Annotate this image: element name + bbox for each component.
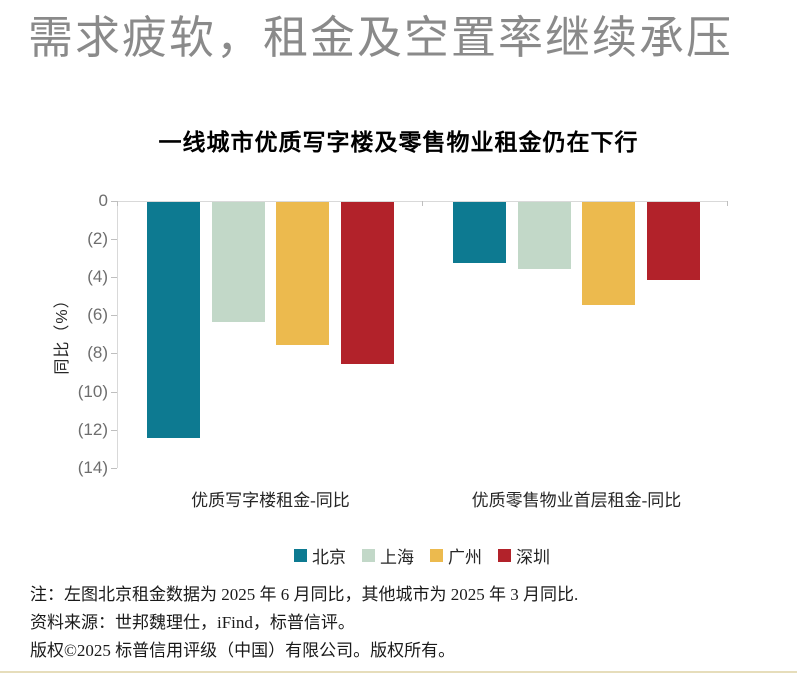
category-label-retail: 优质零售物业首层租金-同比 [471, 491, 682, 510]
bar-guangzhou-office [276, 202, 330, 345]
y-tick-mark [111, 467, 117, 469]
y-tick-label: (14) [77, 457, 108, 477]
y-tick-label: (10) [77, 381, 108, 401]
y-tick-mark [111, 201, 117, 202]
y-tick-label: (12) [77, 419, 108, 439]
x-axis-boundary-tick [727, 201, 728, 206]
chart-legend: 北京 上海 广州 深圳 [117, 543, 727, 568]
legend-swatch-shanghai [362, 549, 375, 562]
bar-shenzhen-office [340, 202, 394, 364]
footnote-note: 注：左图北京租金数据为 2025 年 6 月同比，其他城市为 2025 年 3 … [30, 585, 579, 604]
legend-label-shanghai: 上海 [380, 548, 414, 567]
category-label-office: 优质写字楼租金-同比 [191, 491, 350, 510]
y-tick-mark [111, 239, 117, 241]
bar-guangzhou-retail [582, 202, 636, 305]
y-tick-mark [111, 315, 117, 317]
bottom-accent-rule [0, 671, 797, 673]
legend-label-shenzhen: 深圳 [516, 548, 550, 567]
y-tick-mark [111, 429, 117, 431]
bar-shenzhen-retail [646, 202, 700, 281]
y-tick-mark [111, 391, 117, 393]
legend-label-guangzhou: 广州 [448, 548, 482, 567]
legend-item-shenzhen: 深圳 [498, 543, 550, 568]
footnote-source: 资料来源：世邦魏理仕，iFind，标普信评。 [30, 613, 355, 632]
x-axis-boundary-tick [117, 201, 118, 206]
bar-shanghai-retail [517, 202, 571, 269]
legend-swatch-shenzhen [498, 549, 511, 562]
legend-item-shanghai: 上海 [362, 543, 414, 568]
y-tick-label: (8) [87, 343, 108, 363]
legend-item-guangzhou: 广州 [430, 543, 482, 568]
y-tick-mark [111, 353, 117, 355]
chart-title: 一线城市优质写字楼及零售物业租金仍在下行 [158, 129, 639, 155]
legend-swatch-guangzhou [430, 549, 443, 562]
legend-swatch-beijing [294, 549, 307, 562]
x-axis-boundary-tick [422, 201, 423, 206]
bar-beijing-office [147, 202, 200, 439]
y-tick-mark [111, 277, 117, 279]
legend-label-beijing: 北京 [312, 548, 346, 567]
y-tick-label: 0 [98, 191, 108, 210]
footnote-copyright: 版权©2025 标普信用评级（中国）有限公司。版权所有。 [30, 641, 456, 660]
legend-item-beijing: 北京 [294, 543, 346, 568]
bar-beijing-retail [453, 202, 506, 263]
y-tick-label: (6) [87, 305, 108, 325]
page-title: 需求疲软，租金及空置率继续承压 [28, 13, 734, 63]
bar-shanghai-office [211, 202, 265, 322]
chart-footnotes: 注：左图北京租金数据为 2025 年 6 月同比，其他城市为 2025 年 3 … [30, 581, 770, 665]
y-axis-title: 同比（%） [54, 291, 71, 375]
y-tick-label: (4) [87, 267, 108, 287]
y-axis-line [117, 201, 118, 468]
y-tick-label: (2) [87, 229, 108, 249]
